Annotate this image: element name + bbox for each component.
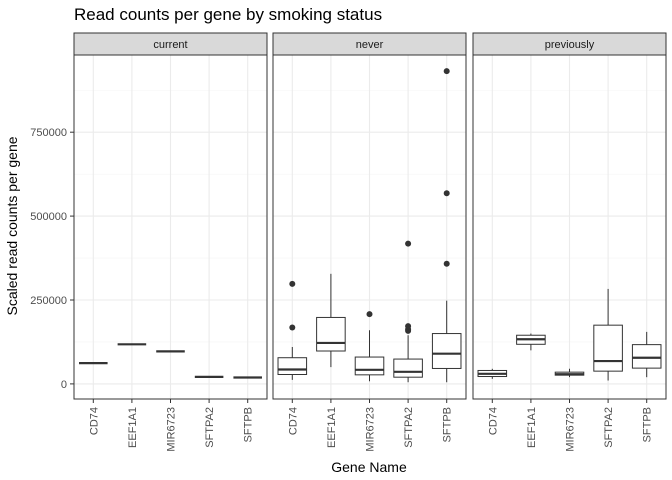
x-tick-label: EEF1A1 bbox=[326, 407, 338, 448]
y-axis-title: Scaled read counts per gene bbox=[4, 136, 20, 315]
chart-title: Read counts per gene by smoking status bbox=[74, 5, 382, 24]
facet-panel-current: current CD74 EEF1A1 MIR6723 SFTPA2 SFTPB bbox=[73, 32, 268, 452]
x-tick-label: SFTPA2 bbox=[204, 407, 216, 448]
box-SFTPA2 bbox=[593, 288, 623, 381]
y-tick-label: 500000 bbox=[30, 211, 67, 223]
box-EEF1A1 bbox=[316, 273, 346, 368]
box-SFTPB bbox=[431, 68, 462, 383]
box-iqr bbox=[593, 324, 623, 372]
outlier-point bbox=[289, 280, 296, 287]
x-tick-label: SFTPA2 bbox=[603, 407, 615, 448]
facet-strip-label: never bbox=[356, 39, 384, 51]
box-iqr bbox=[431, 333, 462, 369]
box-iqr bbox=[354, 356, 385, 376]
x-tick-label: CD74 bbox=[487, 407, 499, 435]
box-iqr bbox=[277, 357, 308, 376]
x-tick-label: SFTPB bbox=[642, 407, 654, 442]
x-tick-label: EEF1A1 bbox=[127, 407, 139, 448]
box-SFTPA2 bbox=[393, 240, 423, 383]
y-tick-label: 750000 bbox=[30, 127, 67, 139]
outlier-point bbox=[405, 240, 412, 247]
y-tick-label: 0 bbox=[61, 379, 67, 391]
outlier-point bbox=[443, 190, 450, 197]
x-axis-title: Gene Name bbox=[331, 459, 407, 475]
facet-strip-label: current bbox=[153, 39, 187, 51]
box-CD74 bbox=[277, 280, 308, 380]
outlier-point bbox=[443, 260, 450, 267]
facet-panel-previously: previously CD74 EEF1A1 MIR6723 SFTPA2 SFTPB bbox=[472, 32, 667, 452]
x-tick-label: SFTPA2 bbox=[403, 407, 415, 448]
outlier-point bbox=[289, 324, 296, 331]
x-tick-label: SFTPB bbox=[442, 407, 454, 442]
x-tick-label: MIR6723 bbox=[365, 407, 377, 452]
x-tick-label: MIR6723 bbox=[565, 407, 577, 452]
outlier-point bbox=[405, 323, 412, 330]
box-iqr bbox=[316, 316, 346, 352]
outlier-point bbox=[366, 311, 373, 318]
box-SFTPB bbox=[631, 331, 662, 378]
box-MIR6723 bbox=[554, 368, 585, 378]
x-tick-label: CD74 bbox=[88, 407, 100, 435]
facet-strip-label: previously bbox=[545, 39, 595, 51]
y-axis: 0 250000 500000 750000 bbox=[30, 127, 74, 391]
y-tick-label: 250000 bbox=[30, 295, 67, 307]
box-EEF1A1 bbox=[516, 333, 546, 351]
box-iqr bbox=[631, 344, 662, 369]
box-CD74 bbox=[477, 368, 508, 379]
facet-panel-never: never CD74 EEF1A1 MIR6723 SFTPA2 SFTPB bbox=[272, 32, 467, 452]
x-tick-label: SFTPB bbox=[243, 407, 255, 442]
box-MIR6723 bbox=[354, 311, 385, 382]
outlier-point bbox=[443, 68, 450, 75]
x-tick-label: MIR6723 bbox=[166, 407, 178, 452]
box-iqr bbox=[393, 358, 423, 378]
x-tick-label: CD74 bbox=[287, 407, 299, 435]
x-tick-label: EEF1A1 bbox=[526, 407, 538, 448]
